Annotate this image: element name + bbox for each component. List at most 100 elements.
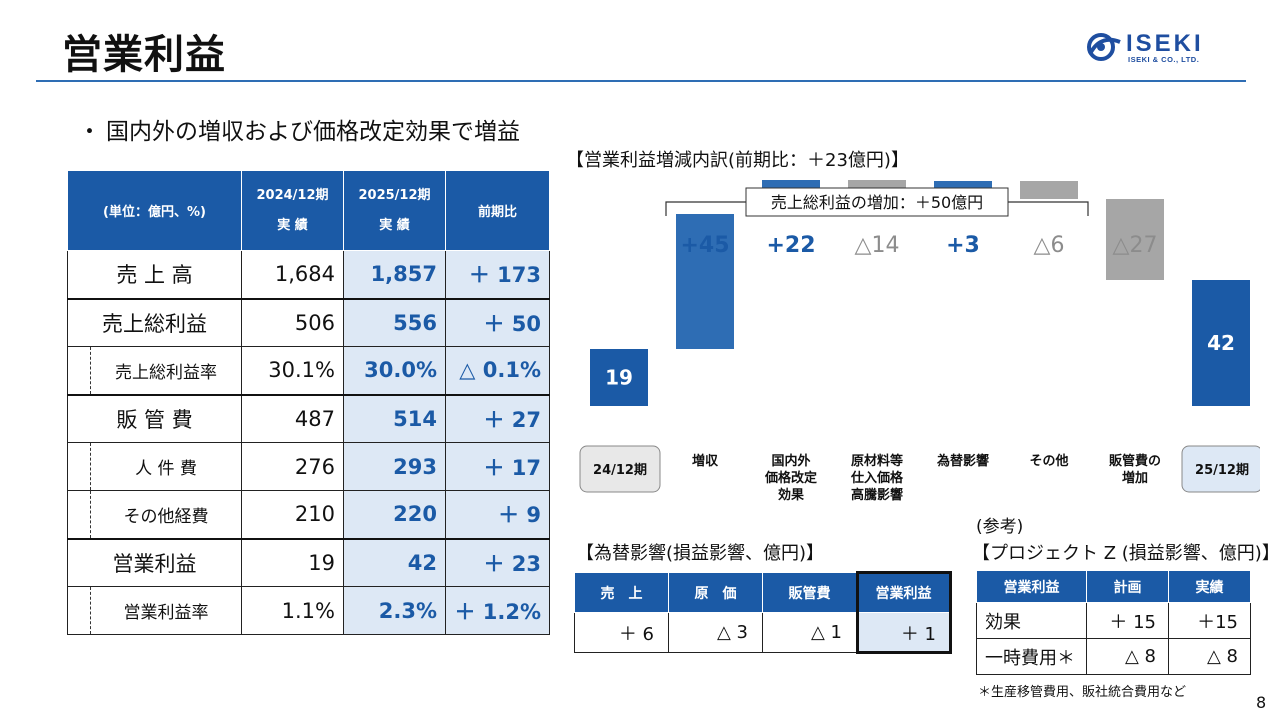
summary-bullet: ・国内外の増収および価格改定効果で増益 (78, 112, 520, 146)
unit-header: (単位：億円、%) (67, 170, 242, 251)
pz-header-plan: 計画 (1086, 570, 1169, 603)
curr-period-header: 2025/12期 実 績 (343, 170, 446, 251)
yoy-value: ＋ 17 (445, 442, 550, 491)
waterfall-bar (1192, 280, 1250, 406)
fx-header-op: 営業利益 (856, 572, 951, 613)
row-label: その他経費 (67, 490, 242, 539)
table-header-row: (単位：億円、%) 2024/12期 実 績 2025/12期 実 績 前期比 (67, 170, 550, 251)
curr-value: 556 (343, 297, 446, 347)
sub-row-label: 売上総利益率 (90, 347, 241, 394)
curr-value: 2.3% (343, 586, 446, 635)
pz-row-actual: △ 8 (1168, 638, 1251, 675)
category-label: 価格改定 (764, 470, 817, 486)
category-label: 増収 (692, 453, 719, 469)
curr-value: 30.0% (343, 346, 446, 395)
pz-header-actual: 実績 (1168, 570, 1251, 603)
bar-value-label: 42 (1207, 331, 1235, 355)
pz-header-op: 営業利益 (976, 570, 1087, 603)
fx-header-row: 売 上 原 価 販管費 営業利益 (574, 572, 951, 613)
bar-value-label: △6 (1034, 233, 1065, 258)
yoy-value: ＋ 27 (445, 393, 550, 443)
yoy-value: ＋ 23 (445, 537, 550, 587)
curr-period-label: 2025/12期 (358, 187, 431, 203)
chart-title: 【営業利益増減内訳(前期比：＋23億円)】 (566, 150, 909, 171)
operating-profit-table: (単位：億円、%) 2024/12期 実 績 2025/12期 実 績 前期比 … (67, 170, 550, 635)
logo-subname: ISEKI & CO., LTD. (1128, 55, 1200, 64)
page-number: 8 (1256, 693, 1267, 712)
prev-value: 276 (241, 442, 344, 491)
fx-header-sales: 売 上 (574, 572, 669, 613)
curr-value: 1,857 (343, 250, 446, 299)
waterfall-bar (1106, 199, 1164, 280)
fx-header-sga: 販管費 (762, 572, 857, 613)
fx-title: 【為替影響(損益影響、億円)】 (576, 543, 825, 564)
table-row: 営業利益 19 42 ＋ 23 (67, 537, 550, 587)
row-label: 販 管 費 (67, 393, 242, 443)
project-z-table: 営業利益 計画 実績 効果 ＋ 15 ＋15 一時費用＊ △ 8 △ 8 (976, 570, 1251, 675)
fx-header-cost: 原 価 (668, 572, 763, 613)
yoy-value: ＋ 173 (445, 250, 550, 299)
prev-value: 1,684 (241, 250, 344, 299)
bar-value-label: +3 (946, 233, 980, 258)
yoy-value: △ 0.1% (445, 346, 550, 395)
sub-row-label: 営業利益率 (90, 587, 241, 634)
pz-row-plan: △ 8 (1086, 638, 1169, 675)
yoy-value: ＋ 50 (445, 297, 550, 347)
prev-value: 210 (241, 490, 344, 539)
bullet-mark: ・ (78, 119, 101, 145)
bracket-label: 売上総利益の増加：＋50億円 (771, 193, 983, 212)
curr-value: 514 (343, 393, 446, 443)
row-label: 営業利益率 (67, 586, 242, 635)
category-label: 販管費の (1109, 453, 1161, 469)
prev-period-header: 2024/12期 実 績 (241, 170, 344, 251)
table-row: 営業利益率 1.1% 2.3% ＋ 1.2% (67, 586, 550, 635)
prev-value: 487 (241, 393, 344, 443)
waterfall-bar (590, 349, 648, 406)
curr-value: 293 (343, 442, 446, 491)
footnote: ＊生産移管費用、販社統合費用など (978, 685, 1187, 700)
curr-value: 220 (343, 490, 446, 539)
category-label: 為替影響 (937, 453, 989, 469)
category-label: 効果 (778, 487, 804, 503)
waterfall-bar (1020, 181, 1078, 199)
bar-value-label: +22 (766, 233, 815, 258)
pz-header-row: 営業利益 計画 実績 (976, 570, 1251, 603)
pz-row-label: 効果 (976, 602, 1087, 639)
fx-impact-table: 売 上 原 価 販管費 営業利益 ＋ 6 △ 3 △ 1 ＋ 1 (574, 572, 951, 653)
prev-actual-label: 実 績 (277, 217, 308, 233)
reference-note: (参考) (976, 517, 1024, 537)
curr-actual-label: 実 績 (379, 217, 410, 233)
category-label: その他 (1029, 453, 1068, 469)
row-label: 売上総利益 (67, 297, 242, 347)
pz-row-plan: ＋ 15 (1086, 602, 1169, 639)
table-row: 売上総利益率 30.1% 30.0% △ 0.1% (67, 346, 550, 395)
pz-row-label: 一時費用＊ (976, 638, 1087, 675)
table-row: 売上総利益 506 556 ＋ 50 (67, 297, 550, 347)
category-label: 原材料等 (851, 453, 903, 469)
fx-value-row: ＋ 6 △ 3 △ 1 ＋ 1 (574, 612, 951, 653)
table-row: 販 管 費 487 514 ＋ 27 (67, 393, 550, 443)
prev-value: 30.1% (241, 346, 344, 395)
company-logo: ISEKI ISEKI & CO., LTD. (1086, 30, 1226, 66)
bracket-label-box (745, 187, 1009, 217)
pz-row-actual: ＋15 (1168, 602, 1251, 639)
title-divider (36, 80, 1246, 82)
period-box (579, 445, 661, 493)
bar-value-label: +45 (680, 233, 729, 258)
row-label: 営業利益 (67, 537, 242, 587)
prev-value: 19 (241, 537, 344, 587)
category-label: 国内外 (771, 453, 810, 469)
prev-value: 1.1% (241, 586, 344, 635)
category-label: 25/12期 (1195, 463, 1249, 478)
fx-value-sga: △ 1 (762, 612, 857, 653)
row-label: 売 上 高 (67, 250, 242, 299)
bar-value-label: △14 (855, 233, 900, 258)
period-box (1181, 445, 1260, 493)
waterfall-bar (934, 181, 992, 190)
yoy-value: ＋ 1.2% (445, 586, 550, 635)
prev-value: 506 (241, 297, 344, 347)
yoy-value: ＋ 9 (445, 490, 550, 539)
row-label: 売上総利益率 (67, 346, 242, 395)
curr-value: 42 (343, 537, 446, 587)
